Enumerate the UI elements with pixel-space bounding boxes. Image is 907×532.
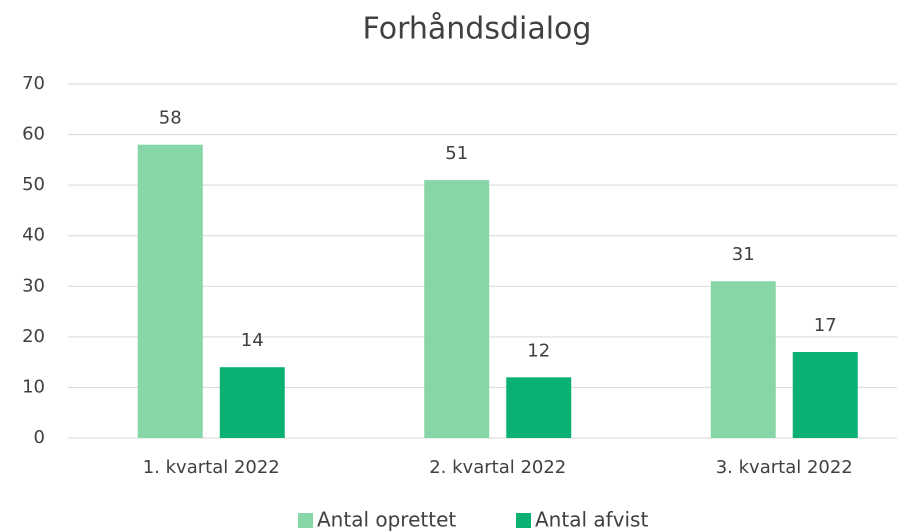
y-tick-label: 60 [22, 124, 45, 145]
bar [424, 180, 490, 439]
bar [137, 144, 203, 438]
legend-label: Antal afvist [535, 508, 648, 532]
bar [710, 281, 776, 438]
legend-swatch [298, 513, 313, 528]
data-label: 58 [159, 108, 182, 129]
x-tick-label: 2. kvartal 2022 [429, 457, 566, 478]
y-tick-label: 20 [22, 326, 45, 347]
x-tick-label: 3. kvartal 2022 [716, 457, 853, 478]
y-tick-label: 30 [22, 275, 45, 296]
bar [506, 377, 572, 438]
chart-title: Forhåndsdialog [363, 12, 592, 47]
legend-swatch [516, 513, 531, 528]
y-tick-label: 50 [22, 174, 45, 195]
data-label: 12 [527, 340, 550, 361]
y-tick-label: 40 [22, 225, 45, 246]
data-label: 14 [241, 330, 264, 351]
bar [219, 367, 285, 438]
x-tick-label: 1. kvartal 2022 [143, 457, 280, 478]
legend-label: Antal oprettet [317, 508, 456, 532]
y-tick-label: 0 [34, 427, 45, 448]
bar [792, 352, 858, 438]
y-tick-label: 10 [22, 376, 45, 397]
y-tick-label: 70 [22, 73, 45, 94]
data-label: 31 [732, 244, 755, 265]
data-label: 51 [445, 143, 468, 164]
data-label: 17 [814, 315, 837, 336]
